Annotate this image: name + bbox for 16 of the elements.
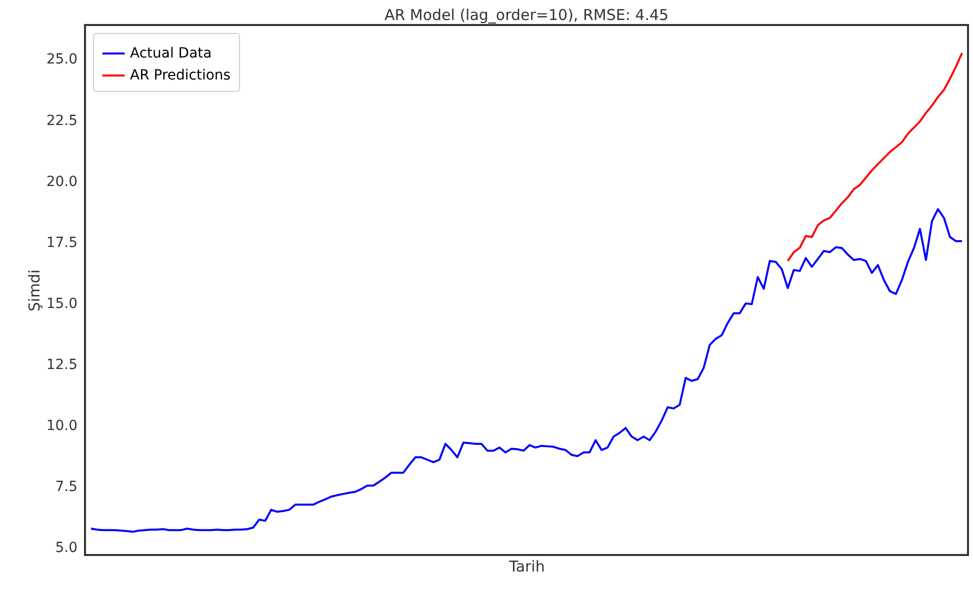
legend-label: Actual Data: [130, 46, 212, 62]
y-axis-title: Şimdi: [25, 270, 44, 312]
y-tick-label: 17.5: [46, 234, 78, 251]
legend-label: AR Predictions: [130, 68, 231, 84]
y-tick-label: 20.0: [46, 174, 78, 190]
x-axis-title: Tarih: [508, 558, 545, 576]
y-tick-label: 22.5: [46, 112, 78, 129]
line-series: [90, 208, 963, 533]
chart-title: AR Model (lag_order=10), RMSE: 4.45: [384, 6, 669, 24]
y-tick-label: 25.0: [46, 52, 78, 68]
line-series: [786, 52, 963, 262]
y-tick-label: 10.0: [46, 418, 78, 434]
y-tick-label: 5.0: [55, 540, 78, 556]
y-tick-label: 12.5: [46, 356, 78, 373]
y-tick-label: 7.5: [55, 479, 78, 496]
y-tick-label: 15.0: [46, 296, 78, 312]
